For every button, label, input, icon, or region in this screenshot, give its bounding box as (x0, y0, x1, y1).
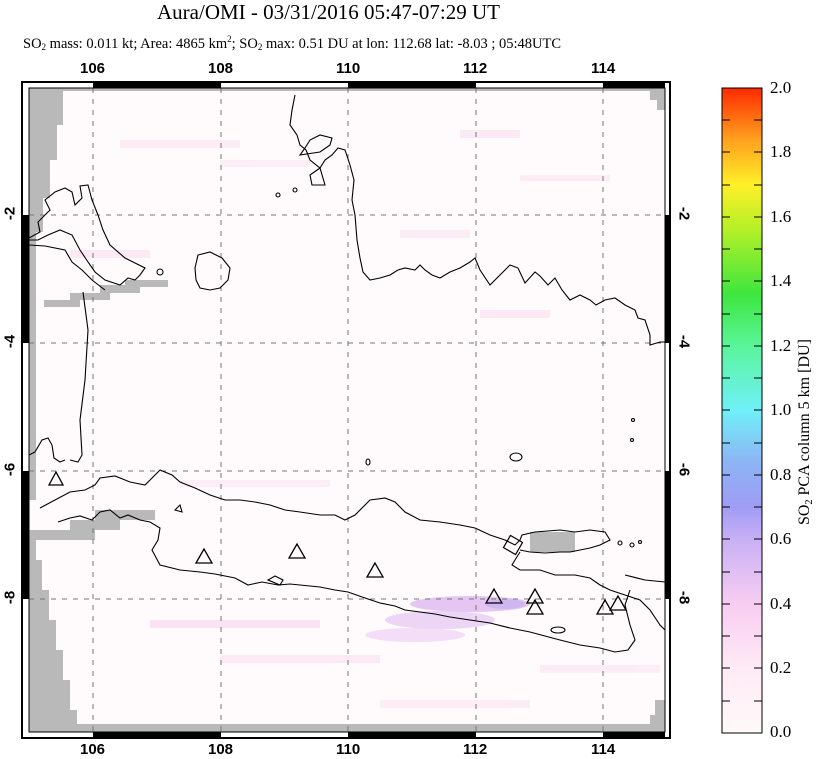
lon-tick-top: 108 (208, 60, 234, 77)
lat-tick-right: -2 (675, 206, 693, 221)
colorbar-tick: 0.0 (770, 722, 792, 741)
lon-tick-top: 106 (80, 60, 106, 77)
lon-tick-top: 110 (336, 60, 361, 77)
lon-tick-top: 114 (591, 60, 616, 77)
colorbar-tick: 0.6 (770, 529, 792, 548)
colorbar-tick: 0.2 (770, 658, 792, 677)
lat-tick-left: -2 (1, 206, 19, 221)
graticule (29, 88, 665, 732)
plot-area (29, 88, 665, 732)
lon-tick-bottom: 106 (80, 741, 106, 758)
colorbar (721, 87, 763, 734)
lat-tick-right: -8 (675, 590, 693, 605)
coastlines (28, 94, 666, 653)
colorbar-tick: 1.0 (770, 400, 792, 419)
lat-tick-left: -6 (1, 462, 19, 477)
colorbar-tick: 1.4 (770, 271, 792, 290)
colorbar-tick: 0.8 (770, 465, 792, 484)
colorbar-tick: 1.6 (770, 207, 792, 226)
lat-tick-left: -4 (1, 334, 19, 349)
lon-tick-bottom: 114 (591, 741, 616, 758)
colorbar-tick: 1.2 (770, 336, 792, 355)
colorbar-tick: 0.4 (770, 594, 792, 613)
colorbar-tick: 2.0 (770, 78, 792, 97)
max-location-marker (502, 534, 524, 556)
lat-tick-right: -4 (675, 334, 693, 349)
map-title: Aura/OMI - 03/31/2016 05:47-07:29 UT (157, 0, 500, 24)
colorbar-tick: 1.8 (770, 142, 792, 161)
lat-tick-left: -8 (1, 590, 19, 605)
lon-tick-bottom: 112 (463, 741, 488, 758)
missing-data (29, 88, 665, 732)
lon-tick-bottom: 108 (208, 741, 234, 758)
map-subtitle: SO2 mass: 0.011 kt; Area: 4865 km2; SO2 … (23, 34, 562, 52)
lon-tick-bottom: 110 (336, 741, 361, 758)
colorbar-title: SO2 PCA column 5 km [DU] (796, 339, 815, 525)
lon-tick-top: 112 (463, 60, 488, 77)
lat-tick-right: -6 (675, 462, 693, 477)
map-frame (21, 81, 671, 739)
so2-field (70, 130, 660, 708)
volcano-markers (47, 470, 628, 615)
